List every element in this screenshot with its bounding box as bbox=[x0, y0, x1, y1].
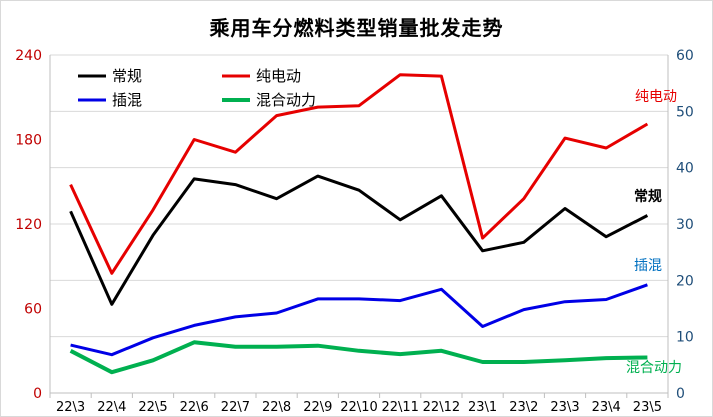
x-tick-label: 23\5 bbox=[633, 400, 662, 415]
x-tick-label: 23\3 bbox=[550, 400, 579, 415]
series-line-3 bbox=[69, 340, 648, 375]
y-right-tick-label: 40 bbox=[676, 161, 694, 177]
series-line-0 bbox=[69, 174, 649, 306]
series-lines bbox=[69, 73, 649, 375]
legend-label: 混合动力 bbox=[256, 91, 316, 109]
x-tick-label: 23\4 bbox=[592, 400, 621, 415]
y-left-tick-label: 60 bbox=[24, 302, 42, 318]
x-tick-label: 22\5 bbox=[138, 400, 167, 415]
chart-title: 乘用车分燃料类型销量批发走势 bbox=[209, 16, 504, 40]
series-annotation: 插混 bbox=[634, 258, 662, 274]
x-tick-label: 22\7 bbox=[221, 400, 250, 415]
series-line-1 bbox=[69, 73, 649, 275]
x-tick-label: 22\3 bbox=[56, 400, 85, 415]
y-left-tick-label: 120 bbox=[15, 217, 42, 233]
y-right-tick-label: 20 bbox=[676, 273, 694, 289]
x-tick-label: 22\11 bbox=[381, 400, 418, 415]
x-tick-label: 22\8 bbox=[262, 400, 291, 415]
x-tick-label: 23\1 bbox=[468, 400, 497, 415]
x-tick-label: 23\2 bbox=[509, 400, 538, 415]
x-tick-label: 22\6 bbox=[180, 400, 209, 415]
legend-label: 插混 bbox=[112, 91, 142, 109]
series-line-2 bbox=[70, 283, 648, 357]
y-right-tick-label: 0 bbox=[676, 386, 685, 402]
x-tick-label: 22\9 bbox=[303, 400, 332, 415]
axes bbox=[49, 55, 669, 398]
series-annotation: 纯电动 bbox=[635, 89, 677, 105]
y-right-tick-label: 50 bbox=[676, 104, 694, 120]
series-annotation: 混合动力 bbox=[626, 360, 682, 376]
y-left-tick-label: 0 bbox=[33, 386, 42, 402]
y-right-tick-label: 30 bbox=[676, 217, 694, 233]
x-tick-label: 22\10 bbox=[340, 400, 377, 415]
y-left-tick-label: 180 bbox=[15, 133, 42, 149]
y-right-tick-label: 60 bbox=[676, 48, 694, 64]
y-left-tick-label: 240 bbox=[15, 48, 42, 64]
tick-labels: 22\3 22\4 22\5 22\6 22\7 22\8 22\9 22\10 22\11 22… bbox=[15, 48, 694, 415]
series-annotation: 常规 bbox=[634, 188, 662, 205]
x-tick-label: 22\4 bbox=[97, 400, 126, 415]
legend-label: 常规 bbox=[112, 67, 142, 85]
x-tick-label: 22\12 bbox=[423, 400, 460, 415]
legend-label: 纯电动 bbox=[256, 67, 301, 85]
y-right-tick-label: 10 bbox=[676, 330, 694, 346]
